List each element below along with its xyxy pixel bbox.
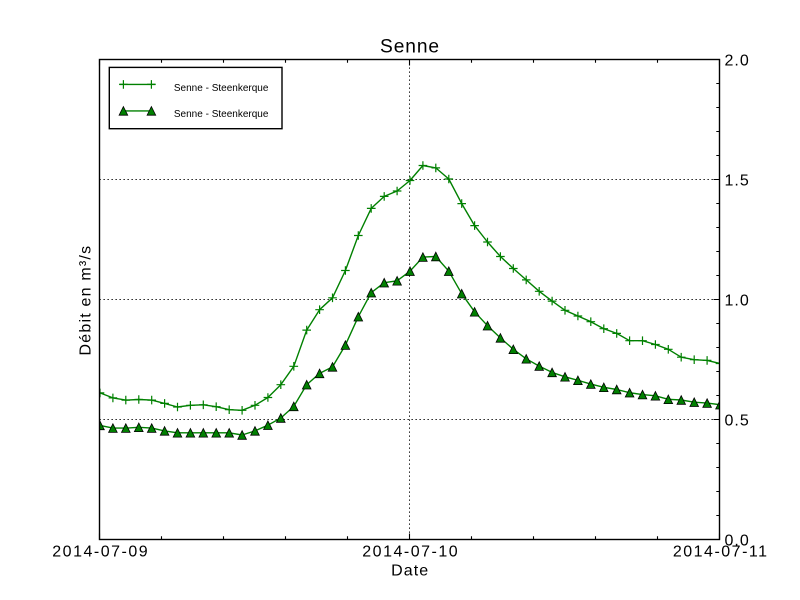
svg-text:2014-07-10: 2014-07-10 [362,543,459,560]
svg-text:2.0: 2.0 [725,52,750,69]
svg-text:Débit en m³/s: Débit en m³/s [78,245,95,356]
svg-text:2014-07-11: 2014-07-11 [673,543,769,560]
svg-text:2014-07-09: 2014-07-09 [52,543,149,560]
svg-text:Senne - Steenkerque: Senne - Steenkerque [174,109,269,120]
svg-text:Date: Date [391,563,429,580]
svg-text:1.0: 1.0 [725,292,750,309]
svg-text:0.5: 0.5 [725,412,750,429]
svg-text:Senne: Senne [380,37,440,58]
svg-text:1.5: 1.5 [725,172,750,189]
svg-text:0.0: 0.0 [725,532,750,549]
svg-text:Senne - Steenkerque: Senne - Steenkerque [174,83,269,94]
